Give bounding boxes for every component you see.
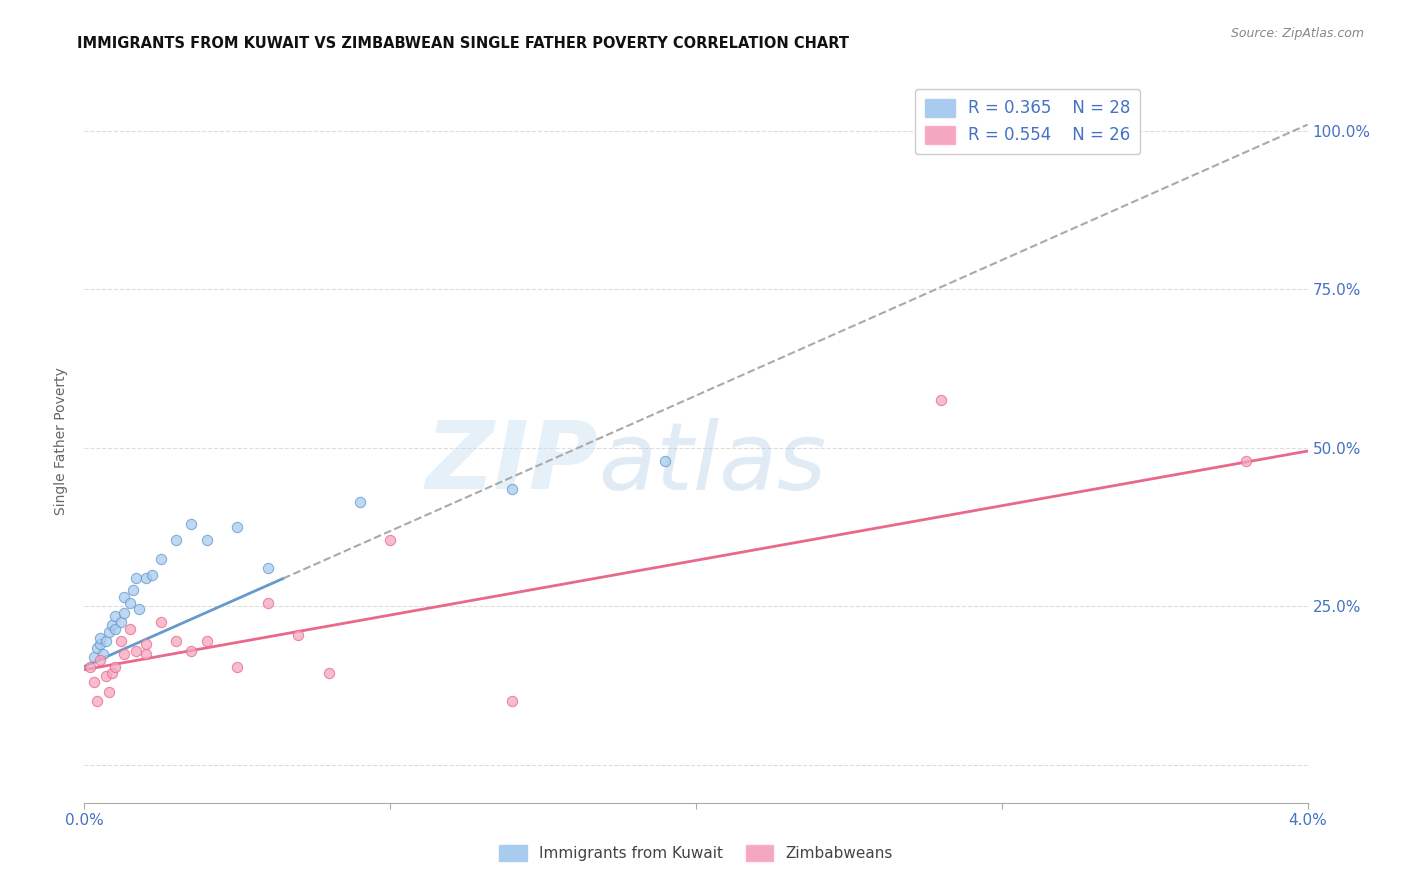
Point [104, 622, 127, 636]
Point [180, 643, 202, 657]
Y-axis label: Single Father Poverty: Single Father Poverty [55, 368, 69, 516]
Point [318, 665, 340, 680]
Point [83, 650, 105, 665]
Point [135, 571, 157, 585]
Point [110, 634, 132, 648]
Point [929, 393, 952, 408]
Point [165, 634, 187, 648]
Point [128, 602, 150, 616]
Point [195, 533, 218, 547]
Point [89, 653, 111, 667]
Point [97, 685, 120, 699]
Point [180, 516, 202, 531]
Point [112, 647, 135, 661]
Point [120, 596, 142, 610]
Point [104, 659, 127, 673]
Point [91, 647, 114, 661]
Point [654, 453, 676, 467]
Point [112, 606, 135, 620]
Point [97, 624, 120, 639]
Point [122, 583, 145, 598]
Point [502, 694, 524, 708]
Point [380, 533, 402, 547]
Point [226, 659, 249, 673]
Point [86, 694, 108, 708]
Point [149, 615, 172, 630]
Point [110, 615, 132, 630]
Point [165, 533, 187, 547]
Point [135, 647, 157, 661]
Point [226, 520, 249, 534]
Point [287, 628, 309, 642]
Text: IMMIGRANTS FROM KUWAIT VS ZIMBABWEAN SINGLE FATHER POVERTY CORRELATION CHART: IMMIGRANTS FROM KUWAIT VS ZIMBABWEAN SIN… [77, 36, 849, 51]
Point [149, 551, 172, 566]
Point [1236, 453, 1258, 467]
Point [104, 608, 127, 623]
Text: atlas: atlas [598, 417, 827, 508]
Point [349, 494, 371, 508]
Point [89, 631, 111, 645]
Text: Source: ZipAtlas.com: Source: ZipAtlas.com [1230, 27, 1364, 40]
Point [195, 634, 218, 648]
Point [257, 596, 280, 610]
Point [125, 571, 148, 585]
Point [502, 482, 524, 496]
Point [79, 659, 101, 673]
Point [125, 643, 148, 657]
Point [89, 637, 111, 651]
Point [101, 618, 124, 632]
Point [94, 669, 117, 683]
Point [135, 637, 157, 651]
Text: ZIP: ZIP [425, 417, 598, 509]
Legend: Immigrants from Kuwait, Zimbabweans: Immigrants from Kuwait, Zimbabweans [494, 838, 898, 867]
Point [120, 622, 142, 636]
Point [257, 561, 280, 575]
Point [101, 665, 124, 680]
Point [112, 590, 135, 604]
Point [86, 640, 108, 655]
Point [94, 634, 117, 648]
Point [141, 567, 163, 582]
Point [83, 675, 105, 690]
